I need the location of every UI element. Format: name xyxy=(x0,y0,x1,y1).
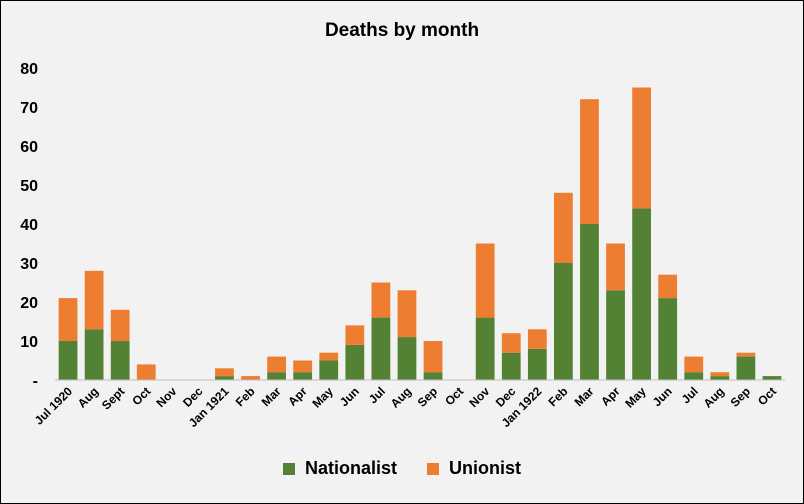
bar-unionist xyxy=(658,274,678,299)
x-tick-label: Oct xyxy=(442,384,466,408)
x-tick-label: Jul 1920 xyxy=(32,384,76,428)
legend-label-nationalist: Nationalist xyxy=(304,458,397,478)
x-tick-label: Oct xyxy=(129,384,153,408)
x-tick-label: Feb xyxy=(546,384,571,409)
y-tick-label: 70 xyxy=(20,100,38,117)
bar-nationalist xyxy=(215,376,234,380)
x-tick-label: Oct xyxy=(755,384,779,408)
y-tick-label: 20 xyxy=(20,295,38,312)
x-tick-label: Sept xyxy=(99,384,127,412)
bar-nationalist xyxy=(84,329,104,380)
bar-unionist xyxy=(736,352,756,357)
bar-unionist xyxy=(267,356,286,373)
x-tick-label: Nov xyxy=(466,384,492,410)
bar-unionist xyxy=(554,192,573,263)
bar-nationalist xyxy=(371,317,391,380)
bar-unionist xyxy=(606,243,625,291)
bar-nationalist xyxy=(501,352,521,380)
x-tick-label: Nov xyxy=(154,384,180,410)
x-tick-label: Jul xyxy=(679,384,701,406)
bars xyxy=(58,87,782,380)
bar-unionist xyxy=(110,309,130,341)
bar-unionist xyxy=(293,360,313,373)
bar-unionist xyxy=(84,270,104,330)
x-tick-label: Jun xyxy=(650,384,675,409)
bar-nationalist xyxy=(527,348,547,380)
bar-nationalist xyxy=(684,372,704,380)
x-tick-label: May xyxy=(622,384,649,411)
y-tick-label: 10 xyxy=(20,334,38,351)
x-tick-label: Apr xyxy=(285,384,310,409)
chart-title: Deaths by month xyxy=(324,20,480,41)
y-tick-label: 50 xyxy=(20,178,38,195)
bar-unionist xyxy=(501,333,521,353)
bar-unionist xyxy=(215,368,234,377)
x-tick-label: Jun xyxy=(337,384,362,409)
x-tick-label: Aug xyxy=(701,384,727,410)
legend-swatch-nationalist xyxy=(282,462,295,475)
bar-nationalist xyxy=(423,372,443,380)
y-axis-ticks: - 10 20 30 40 50 60 70 80 xyxy=(20,61,38,390)
bar-unionist xyxy=(580,99,599,224)
x-tick-label: Aug xyxy=(388,384,414,410)
bar-unionist xyxy=(684,356,704,373)
y-tick-label: 30 xyxy=(20,256,38,273)
bar-nationalist xyxy=(606,290,625,380)
y-tick-label: 60 xyxy=(20,139,38,156)
y-tick-label: 80 xyxy=(20,61,38,78)
bar-unionist xyxy=(397,290,417,338)
bar-unionist xyxy=(58,298,78,341)
bar-nationalist xyxy=(632,208,651,380)
bar-nationalist xyxy=(267,372,286,380)
bar-nationalist xyxy=(319,360,339,380)
legend-item-nationalist: Nationalist xyxy=(282,458,397,479)
x-tick-label: Aug xyxy=(75,384,101,410)
bar-nationalist xyxy=(293,372,313,380)
x-tick-label: May xyxy=(309,384,336,411)
bar-nationalist xyxy=(736,356,756,380)
bar-nationalist xyxy=(554,263,573,380)
y-tick-label: 40 xyxy=(20,217,38,234)
legend-item-unionist: Unionist xyxy=(427,458,521,479)
bar-unionist xyxy=(241,376,260,380)
bar-nationalist xyxy=(710,376,730,380)
x-tick-label: Feb xyxy=(233,384,258,409)
bar-unionist xyxy=(345,325,365,345)
bar-unionist xyxy=(527,329,547,349)
x-tick-label: Apr xyxy=(598,384,623,409)
bar-nationalist xyxy=(345,344,365,380)
x-tick-label: Sep xyxy=(415,384,440,409)
bar-nationalist xyxy=(658,298,678,380)
bar-nationalist xyxy=(110,341,130,380)
bar-unionist xyxy=(632,87,651,209)
bar-unionist xyxy=(475,243,495,318)
x-tick-label: Mar xyxy=(259,384,284,409)
bar-nationalist xyxy=(397,337,417,380)
bar-nationalist xyxy=(762,376,782,380)
bar-unionist xyxy=(319,352,339,361)
bar-unionist xyxy=(423,341,443,373)
x-tick-label: Jul xyxy=(366,384,388,406)
bar-unionist xyxy=(371,282,391,318)
x-tick-label: Mar xyxy=(572,384,597,409)
legend-label-unionist: Unionist xyxy=(449,458,521,478)
bar-nationalist xyxy=(580,224,599,380)
bar-unionist xyxy=(136,364,156,380)
y-tick-label: - xyxy=(33,373,38,390)
bar-nationalist xyxy=(475,317,495,380)
legend-swatch-unionist xyxy=(427,462,439,475)
bar-unionist xyxy=(710,372,730,377)
x-tick-label: Sep xyxy=(728,384,753,409)
bar-nationalist xyxy=(58,341,78,380)
legend: Nationalist Unionist xyxy=(0,458,804,479)
